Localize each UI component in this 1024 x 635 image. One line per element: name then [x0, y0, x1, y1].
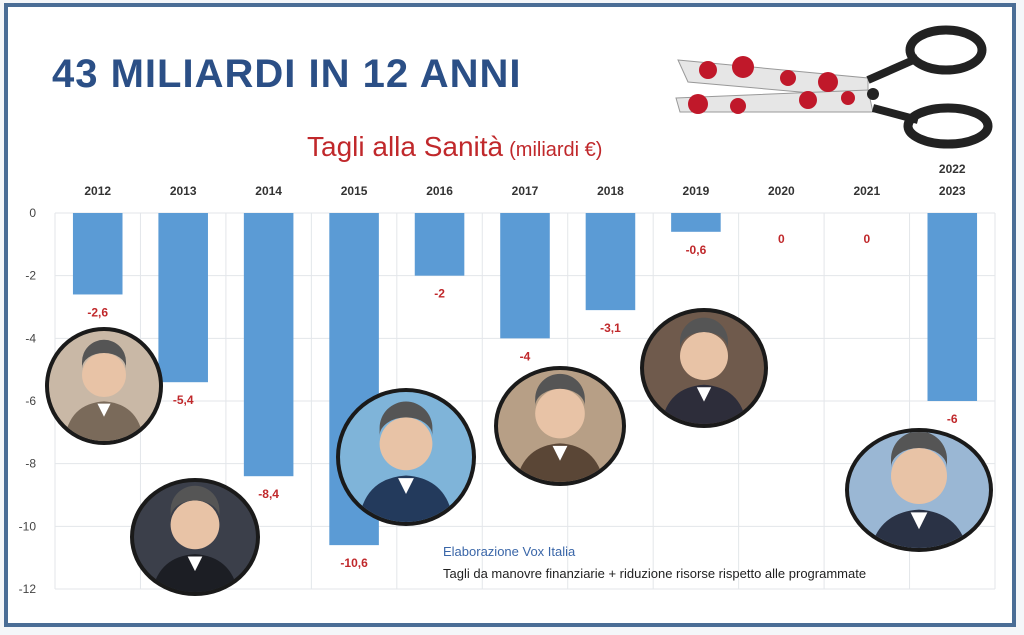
y-tick-label: -8	[25, 457, 36, 471]
x-tick-label: 2012	[84, 184, 111, 198]
portrait-2015	[336, 388, 476, 526]
bar	[500, 213, 550, 339]
x-tick-label: 2022	[939, 162, 966, 176]
x-tick-label: 2021	[853, 184, 880, 198]
x-tick-label: 2023	[939, 184, 966, 198]
headline: 43 MILIARDI IN 12 ANNI	[52, 52, 522, 96]
x-tick-label: 2014	[255, 184, 282, 198]
y-tick-label: -6	[25, 394, 36, 408]
x-tick-label: 2013	[170, 184, 197, 198]
y-tick-label: -4	[25, 331, 36, 345]
note-label: Tagli da manovre finanziarie + riduzione…	[443, 566, 867, 581]
y-tick-label: -10	[19, 519, 37, 533]
portrait-2012	[45, 327, 163, 445]
portrait-2019	[640, 308, 768, 428]
source-label: Elaborazione Vox Italia	[443, 544, 576, 559]
x-tick-label: 2015	[341, 184, 368, 198]
x-tick-label: 2019	[683, 184, 710, 198]
portrait-2013	[130, 478, 260, 596]
x-tick-label: 2017	[512, 184, 539, 198]
y-tick-label: -12	[19, 582, 37, 596]
bar	[414, 213, 465, 276]
data-label: -5,4	[173, 393, 194, 407]
data-label: -0,6	[686, 243, 707, 257]
x-tick-label: 2020	[768, 184, 795, 198]
data-label: -2	[434, 287, 445, 301]
portrait-2022-2023	[845, 428, 993, 552]
subtitle-unit: (miliardi €)	[509, 139, 603, 161]
bar	[671, 213, 721, 232]
data-label: -8,4	[258, 487, 279, 501]
data-label: -4	[520, 349, 531, 363]
subtitle-main: Tagli alla Sanità	[307, 131, 504, 162]
x-tick-label: 2018	[597, 184, 624, 198]
person-photo-icon	[152, 485, 238, 592]
bar	[927, 213, 978, 401]
data-label: -2,6	[87, 305, 108, 319]
scissors-icon	[675, 25, 993, 149]
bar	[243, 213, 294, 477]
person-photo-icon	[358, 401, 454, 522]
y-tick-label: -2	[25, 269, 36, 283]
data-label: -3,1	[600, 321, 621, 335]
data-label: 0	[863, 232, 870, 246]
person-photo-icon	[64, 339, 144, 441]
bar	[72, 213, 123, 295]
data-label: -10,6	[340, 556, 368, 570]
person-photo-icon	[870, 432, 968, 548]
person-photo-icon	[661, 317, 747, 424]
portrait-2017	[494, 366, 626, 486]
x-tick-label: 2016	[426, 184, 453, 198]
chart-subtitle: Tagli alla Sanità (miliardi €)	[307, 131, 602, 163]
person-photo-icon	[516, 373, 604, 482]
bar	[585, 213, 636, 311]
data-label: -6	[947, 412, 958, 426]
data-label: 0	[778, 232, 785, 246]
bar	[158, 213, 208, 383]
y-tick-label: 0	[29, 206, 36, 220]
